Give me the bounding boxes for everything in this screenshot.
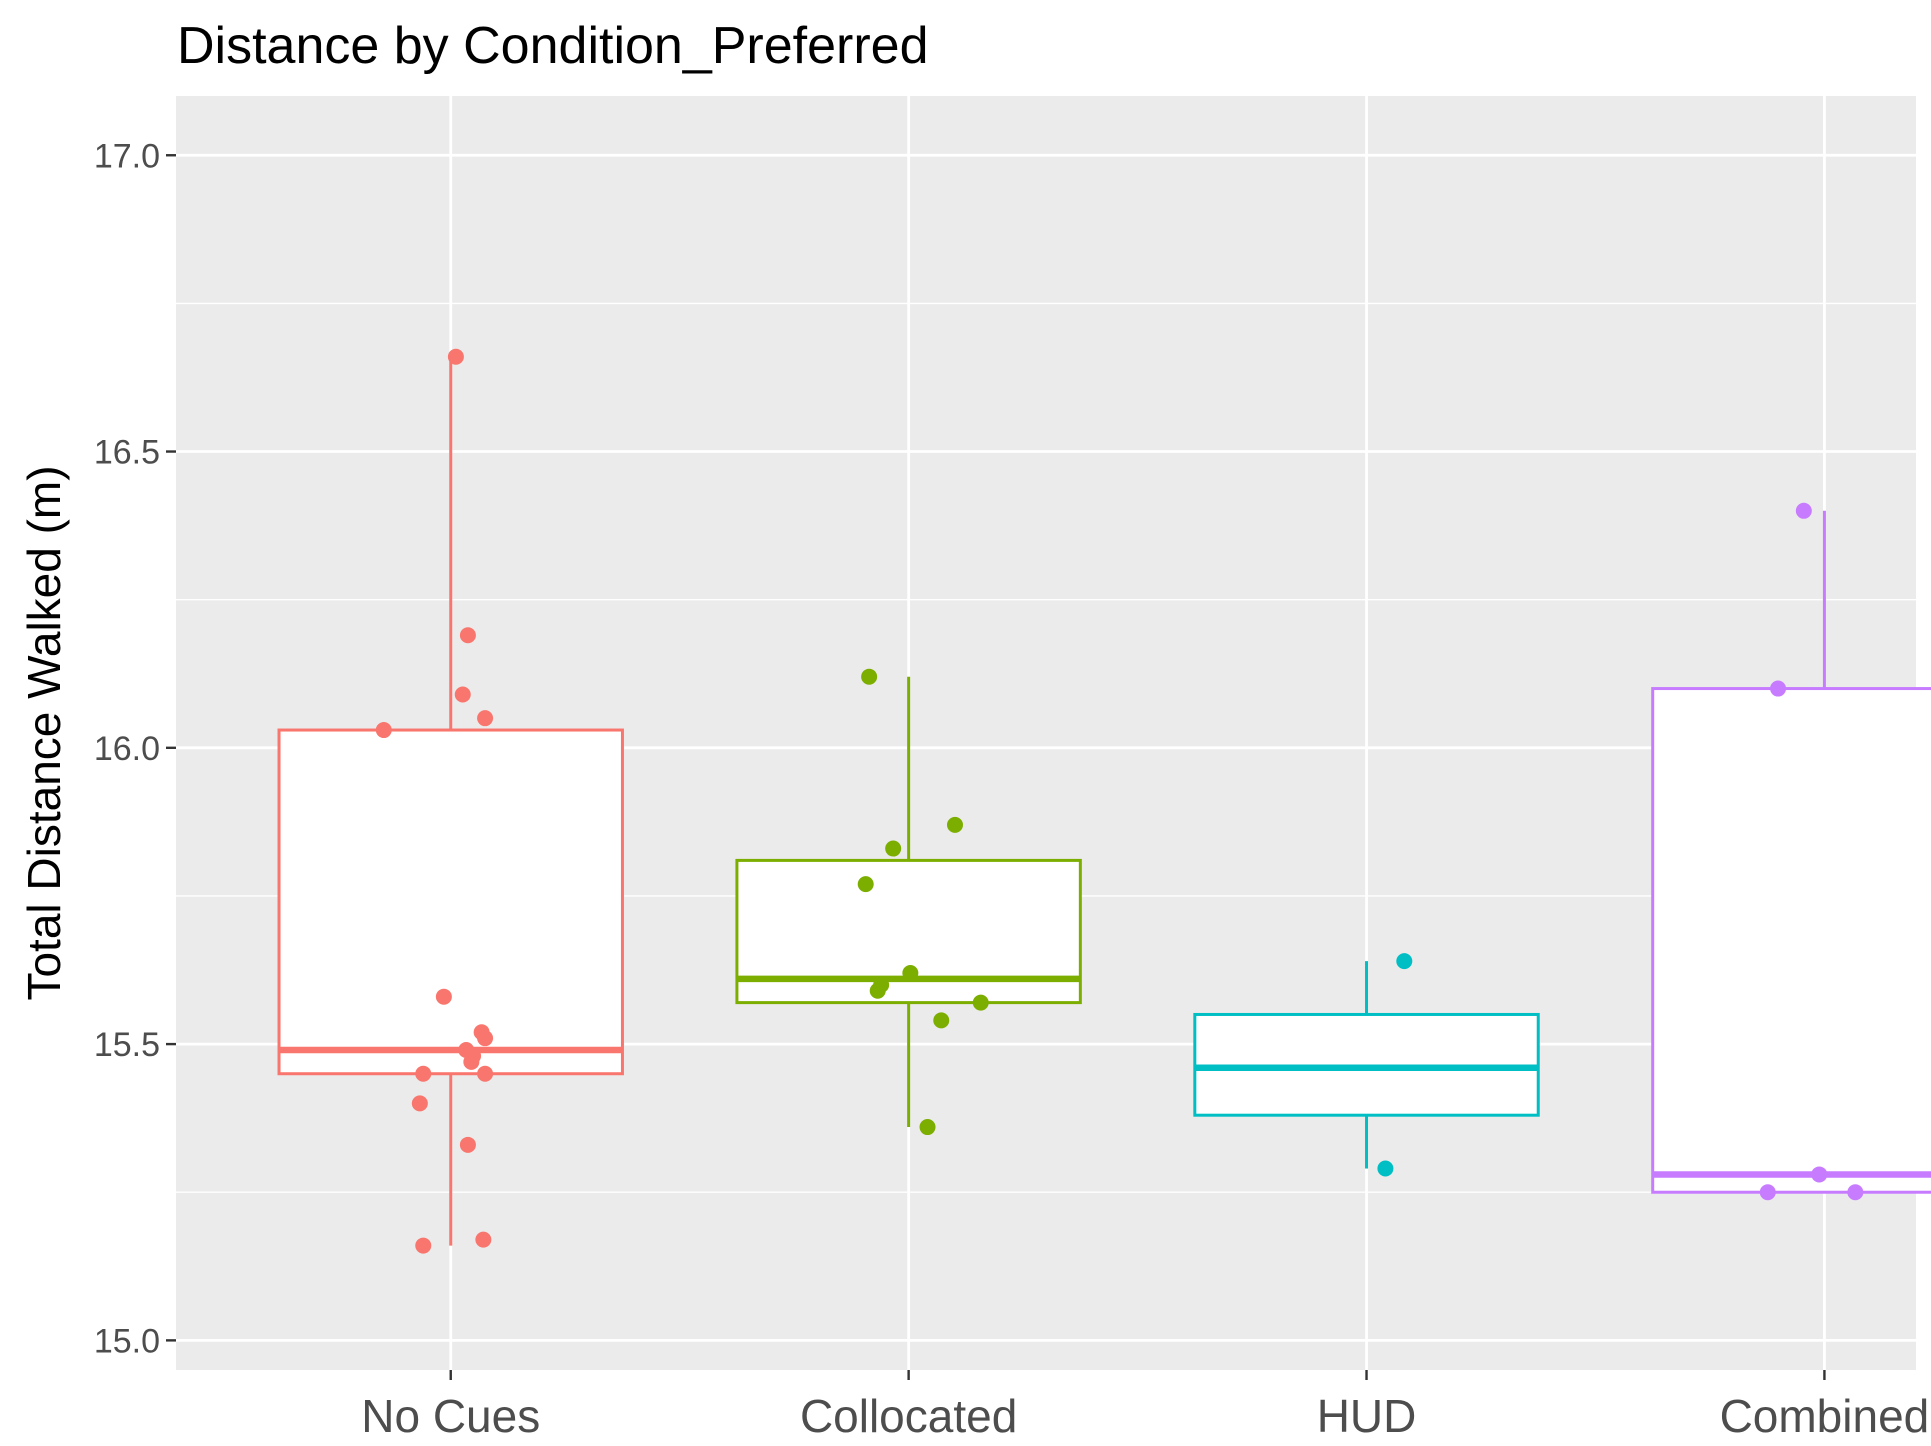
data-point [475, 1231, 492, 1248]
data-point [454, 686, 471, 703]
y-tick-label: 16.0 [94, 730, 160, 768]
data-point [1811, 1166, 1828, 1183]
data-point [459, 1136, 476, 1153]
y-tick-label: 15.5 [94, 1026, 160, 1064]
chart-title: Distance by Condition_Preferred [177, 17, 929, 75]
x-tick-label: Combined [1720, 1390, 1930, 1442]
y-tick-label: 17.0 [94, 137, 160, 175]
data-point [463, 1053, 480, 1070]
data-point [902, 964, 919, 981]
y-tick-label: 16.5 [94, 434, 160, 472]
point-layer [375, 348, 1864, 1254]
y-axis-label: Total Distance Walked (m) [18, 465, 70, 1000]
data-point [885, 840, 902, 857]
data-point [1759, 1184, 1776, 1201]
data-point [933, 1012, 950, 1029]
data-point [411, 1095, 428, 1112]
data-point [972, 994, 989, 1011]
data-point [857, 876, 874, 893]
data-point [869, 982, 886, 999]
data-point [477, 1065, 494, 1082]
data-point [447, 348, 464, 365]
data-point [415, 1237, 432, 1254]
axes: 15.0 15.5 16.0 16.5 17.0 No Cues Collocated HUD… [94, 137, 1929, 1442]
data-point [1795, 502, 1812, 519]
data-point [477, 1030, 494, 1047]
data-point [459, 627, 476, 644]
data-point [1770, 680, 1787, 697]
data-point [1396, 953, 1413, 970]
data-point [415, 1065, 432, 1082]
x-tick-label: Collocated [800, 1390, 1017, 1442]
box-rect [1651, 687, 1931, 1194]
data-point [375, 722, 392, 739]
x-tick-label: HUD [1317, 1390, 1417, 1442]
box-rect [277, 728, 624, 1076]
data-point [919, 1119, 936, 1136]
box-layer [277, 356, 1931, 1246]
data-point [861, 668, 878, 685]
data-point [477, 710, 494, 727]
data-point [1847, 1184, 1864, 1201]
y-tick-label: 15.0 [94, 1322, 160, 1360]
data-point [946, 816, 963, 833]
x-tick-label: No Cues [361, 1390, 540, 1442]
data-point [1377, 1160, 1394, 1177]
data-point [435, 988, 452, 1005]
